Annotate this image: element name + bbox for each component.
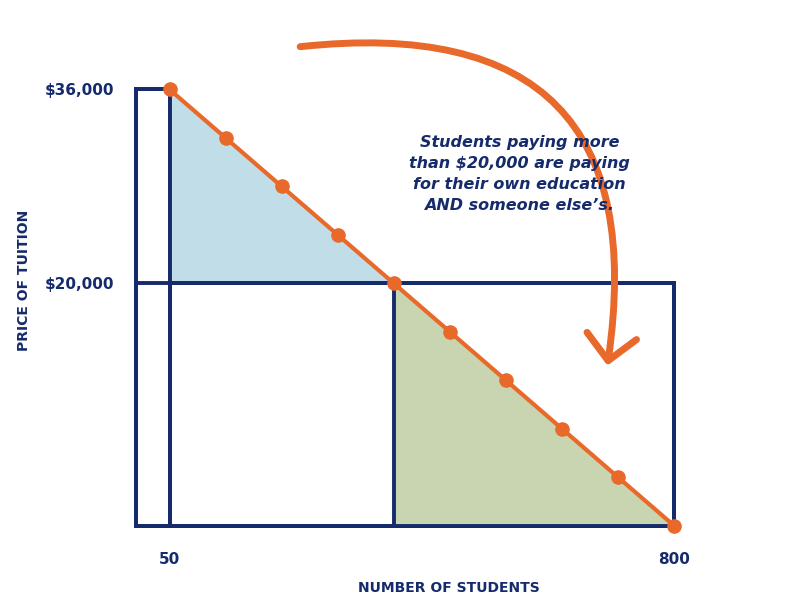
Point xyxy=(556,424,569,434)
X-axis label: NUMBER OF STUDENTS: NUMBER OF STUDENTS xyxy=(358,581,539,595)
Polygon shape xyxy=(169,89,394,283)
Point xyxy=(219,133,232,143)
FancyArrowPatch shape xyxy=(300,43,637,360)
Point xyxy=(387,278,400,288)
Bar xyxy=(136,89,169,526)
Polygon shape xyxy=(394,283,674,526)
Point xyxy=(276,182,288,192)
Point xyxy=(332,230,345,240)
Point xyxy=(612,472,625,482)
Point xyxy=(668,521,680,531)
Bar xyxy=(169,283,674,526)
Y-axis label: PRICE OF TUITION: PRICE OF TUITION xyxy=(17,210,31,351)
Point xyxy=(444,327,456,337)
Bar xyxy=(136,89,169,526)
Bar xyxy=(169,283,674,526)
Polygon shape xyxy=(169,89,394,283)
Point xyxy=(500,376,512,386)
Point xyxy=(163,84,176,94)
Text: Students paying more
than $20,000 are paying
for their own education
AND someone: Students paying more than $20,000 are pa… xyxy=(409,135,630,214)
Polygon shape xyxy=(394,283,674,526)
